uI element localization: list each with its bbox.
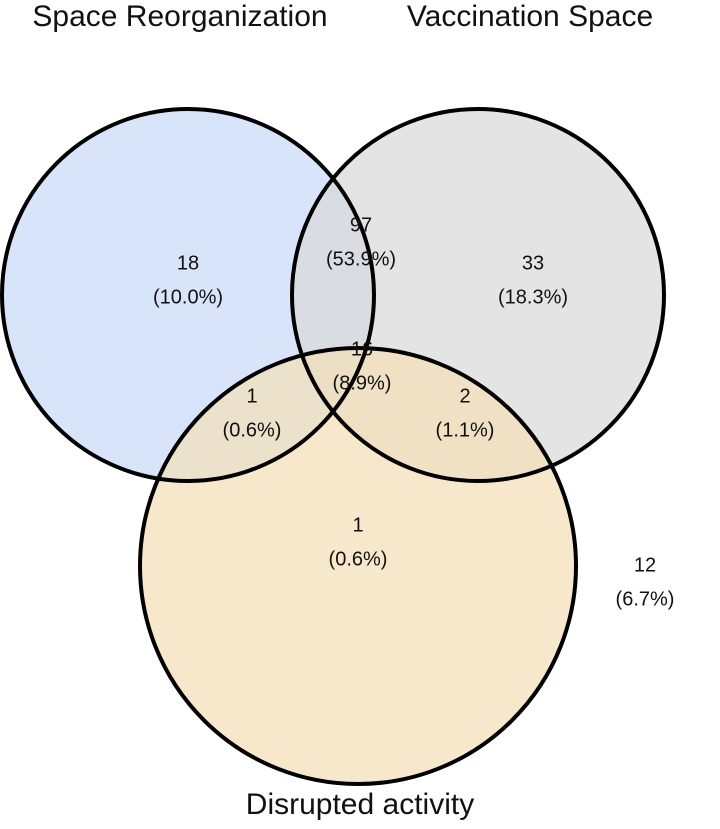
set-circle xyxy=(140,348,576,784)
set-label: Vaccination Space xyxy=(407,0,653,33)
region-percent: (8.9%) xyxy=(333,372,392,394)
region-count: 12 xyxy=(634,554,656,576)
region-count: 33 xyxy=(522,252,544,274)
region-percent: (53.9%) xyxy=(326,248,396,270)
set-label: Space Reorganization xyxy=(32,0,327,33)
region-count: 1 xyxy=(352,514,363,536)
region-percent: (18.3%) xyxy=(498,286,568,308)
region-count: 16 xyxy=(351,338,373,360)
region-percent: (1.1%) xyxy=(436,419,495,441)
region-count: 1 xyxy=(246,385,257,407)
region-percent: (0.6%) xyxy=(329,548,388,570)
set-outline xyxy=(0,107,376,483)
region-percent: (6.7%) xyxy=(616,588,675,610)
region-count: 18 xyxy=(177,252,199,274)
region-percent: (0.6%) xyxy=(223,419,282,441)
region-count: 97 xyxy=(350,214,372,236)
region-count: 2 xyxy=(459,385,470,407)
set-label: Disrupted activity xyxy=(246,788,474,821)
region-percent: (10.0%) xyxy=(153,286,223,308)
set-outline xyxy=(138,346,578,786)
set-outline xyxy=(290,107,666,483)
